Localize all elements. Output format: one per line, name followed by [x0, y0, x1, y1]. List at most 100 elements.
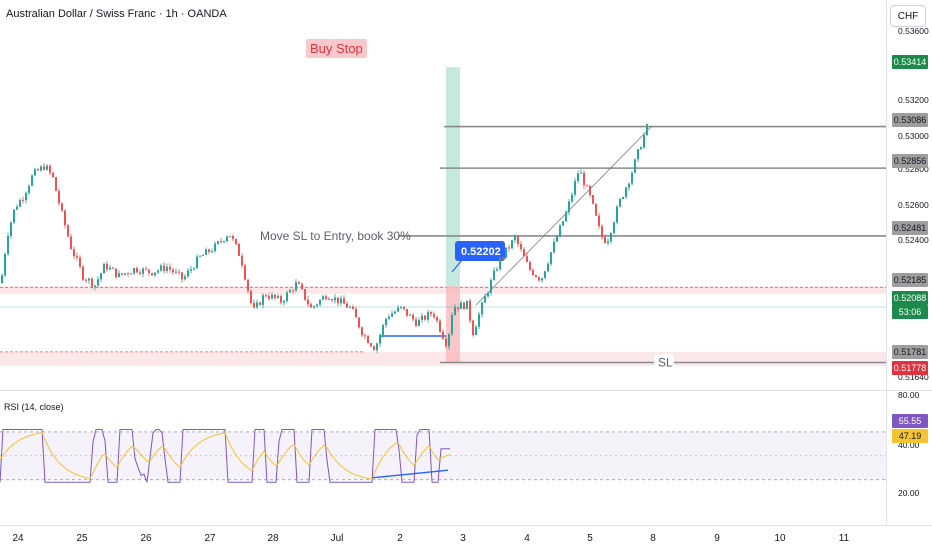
candle-body: [442, 331, 444, 339]
candle-body: [544, 271, 546, 279]
candle: [124, 273, 126, 276]
candle-body: [289, 290, 291, 293]
candle: [286, 290, 288, 303]
currency-button[interactable]: CHF: [890, 5, 926, 27]
candle: [37, 167, 39, 172]
candle: [232, 234, 234, 241]
candles: [1, 123, 648, 354]
candle-body: [265, 295, 267, 297]
time-tick: 4: [524, 533, 530, 544]
candle: [532, 268, 534, 277]
candle: [259, 301, 261, 306]
candle-body: [187, 270, 189, 277]
candle-body: [538, 277, 540, 281]
candle-body: [34, 169, 36, 176]
candle: [337, 297, 339, 307]
candle: [460, 300, 462, 309]
candle-body: [130, 273, 132, 275]
time-tick: 3: [460, 533, 466, 544]
candle-body: [529, 261, 531, 270]
candle: [298, 280, 300, 285]
target-zone: [446, 67, 460, 287]
candle: [616, 204, 618, 225]
time-tick: 26: [140, 533, 152, 544]
candle-body: [592, 195, 594, 204]
candle-body: [640, 147, 642, 150]
price-tick: 0.53600: [898, 26, 929, 36]
candle-body: [466, 300, 468, 310]
candle-body: [226, 236, 228, 242]
candle: [31, 174, 33, 187]
price-badge: 0.51781: [892, 345, 928, 359]
candle: [262, 293, 264, 309]
candle: [589, 184, 591, 198]
candle-body: [577, 173, 579, 182]
time-tick: 10: [774, 533, 786, 544]
candle-body: [238, 244, 240, 256]
rsi-line: [0, 429, 450, 483]
candle: [244, 263, 246, 281]
candle-body: [628, 183, 630, 188]
candle-body: [619, 199, 621, 207]
candle: [214, 241, 216, 253]
candle-body: [112, 267, 114, 269]
candle-body: [364, 335, 366, 337]
candle: [586, 184, 588, 187]
candle: [355, 306, 357, 318]
candle-body: [367, 335, 369, 344]
rsi-value-badge: 55.55: [892, 414, 928, 428]
candle: [58, 188, 60, 206]
candle: [400, 306, 402, 310]
candle: [541, 277, 543, 283]
candle: [43, 163, 45, 171]
candle: [250, 289, 252, 306]
candle-body: [541, 278, 543, 281]
candle-body: [151, 272, 153, 276]
candle: [25, 191, 27, 204]
candle: [73, 246, 75, 260]
candle-body: [223, 241, 225, 243]
candle-body: [646, 124, 648, 136]
candle-body: [235, 238, 237, 245]
candle-body: [181, 272, 183, 280]
candle: [580, 169, 582, 174]
candle: [424, 314, 426, 322]
candle: [448, 333, 450, 350]
candle: [601, 224, 603, 240]
time-tick: 24: [12, 533, 24, 544]
candle-body: [268, 296, 270, 299]
candle-body: [22, 199, 24, 201]
candle-body: [274, 294, 276, 298]
candle-body: [340, 298, 342, 304]
candle: [397, 305, 399, 313]
candle: [547, 261, 549, 273]
candle-body: [562, 221, 564, 226]
candle-body: [634, 159, 636, 173]
candle-body: [43, 166, 45, 170]
candle-body: [445, 338, 447, 347]
candle-body: [13, 209, 15, 223]
candle-body: [418, 319, 420, 326]
candle: [253, 299, 255, 309]
candle-body: [439, 320, 441, 332]
candle-body: [604, 237, 606, 244]
candle: [46, 163, 48, 171]
candle: [514, 234, 516, 244]
chart-title: Australian Dollar / Swiss Franc · 1h · O…: [6, 8, 227, 20]
rsi-tick: 20.00: [898, 488, 920, 498]
candle-body: [310, 304, 312, 308]
candle-body: [463, 302, 465, 310]
candle: [16, 204, 18, 211]
candle-body: [514, 236, 516, 241]
candle: [625, 186, 627, 200]
buy-stop-label: Buy Stop: [306, 39, 367, 58]
candle-body: [253, 303, 255, 308]
candle-body: [292, 290, 294, 292]
candle: [322, 294, 324, 301]
candle-body: [58, 190, 60, 204]
candle: [91, 277, 93, 289]
candle-body: [205, 249, 207, 255]
candle-body: [358, 317, 360, 328]
candle-body: [607, 241, 609, 244]
